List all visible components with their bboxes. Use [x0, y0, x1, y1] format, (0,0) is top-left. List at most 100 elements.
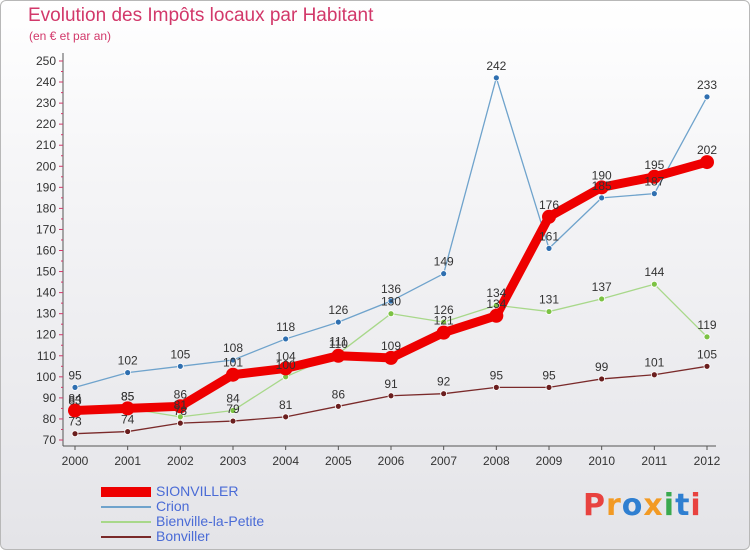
x-tick-label: 2000	[62, 454, 89, 468]
legend-swatch-bonviller	[101, 536, 151, 538]
data-label-crion: 149	[434, 255, 454, 269]
data-point-bonviller	[650, 371, 658, 379]
data-label-sionviller: 121	[434, 314, 454, 328]
y-tick-label: 200	[36, 159, 56, 173]
x-tick-label: 2012	[694, 454, 721, 468]
data-point-sionviller	[700, 155, 714, 170]
data-label-bonviller: 99	[595, 360, 609, 374]
data-label-bienville-la-petite: 111	[329, 335, 348, 349]
data-point-sionviller	[68, 403, 82, 418]
data-point-bonviller	[176, 419, 184, 427]
y-tick-label: 210	[36, 138, 56, 152]
data-label-bonviller: 74	[121, 413, 135, 427]
data-point-sionviller	[278, 361, 293, 376]
data-point-crion	[282, 335, 290, 343]
data-point-bienville-la-petite	[229, 407, 237, 414]
data-label-sionviller: 202	[697, 143, 717, 157]
data-label-sionviller: 86	[174, 387, 188, 401]
data-point-crion	[703, 93, 711, 101]
y-tick-label: 90	[43, 391, 57, 405]
data-point-bonviller	[387, 392, 395, 400]
legend-swatch-crion	[101, 506, 151, 508]
y-tick-label: 110	[37, 349, 56, 363]
logo-letter: P	[583, 488, 606, 523]
data-label-bonviller: 91	[384, 377, 398, 391]
y-tick-label: 190	[36, 180, 56, 194]
data-label-bienville-la-petite: 81	[174, 398, 188, 412]
data-label-sionviller: 134	[486, 297, 506, 311]
data-label-bienville-la-petite: 130	[381, 295, 401, 309]
y-tick-label: 140	[36, 286, 56, 300]
y-tick-label: 120	[36, 328, 56, 342]
legend-item-sionviller: SIONVILLER	[101, 483, 341, 499]
data-point-bienville-la-petite	[598, 295, 606, 303]
x-tick-label: 2008	[483, 454, 510, 468]
data-label-bienville-la-petite: 119	[697, 318, 716, 332]
data-label-bonviller: 86	[332, 387, 346, 401]
data-label-sionviller: 176	[539, 198, 559, 212]
x-tick-label: 2004	[272, 454, 299, 468]
data-label-crion: 108	[223, 341, 243, 355]
data-point-crion	[229, 356, 237, 364]
data-point-sionviller	[120, 401, 135, 416]
logo-letter: i	[663, 488, 676, 523]
chart-axes: 7080901001101201301401501601701801902002…	[36, 53, 721, 468]
y-tick-label: 180	[36, 201, 56, 215]
data-point-crion	[334, 318, 342, 326]
data-point-bienville-la-petite	[440, 318, 448, 326]
x-tick-label: 2001	[114, 454, 141, 468]
data-label-crion: 102	[118, 354, 138, 368]
data-label-crion: 118	[276, 320, 295, 334]
legend-item-bonviller: Bonviller	[101, 528, 341, 544]
y-tick-label: 100	[36, 370, 56, 384]
data-point-sionviller	[594, 180, 609, 195]
logo-letter: o	[621, 488, 644, 523]
data-label-crion: 136	[381, 282, 401, 296]
data-point-bonviller	[598, 375, 606, 383]
x-tick-label: 2006	[378, 454, 405, 468]
data-label-bonviller: 79	[226, 402, 240, 416]
data-label-crion: 187	[644, 175, 664, 189]
data-point-bonviller	[229, 417, 237, 425]
data-point-crion	[440, 270, 448, 278]
y-tick-label: 250	[36, 54, 56, 68]
data-point-sionviller	[384, 350, 398, 365]
series-markers	[68, 74, 714, 438]
chart-title: Evolution des Impôts locaux par Habitant	[28, 5, 374, 26]
data-point-crion	[650, 190, 658, 198]
data-label-bienville-la-petite: 126	[434, 303, 454, 317]
data-point-crion	[492, 74, 500, 82]
data-point-sionviller	[542, 209, 556, 224]
legend-item-crion: Crion	[101, 498, 341, 514]
data-point-bonviller	[703, 362, 711, 370]
data-label-sionviller: 190	[592, 168, 612, 182]
x-tick-label: 2009	[536, 454, 563, 468]
x-tick-label: 2002	[167, 454, 194, 468]
x-tick-label: 2010	[588, 454, 615, 468]
y-tick-label: 160	[36, 244, 56, 258]
data-point-bonviller	[124, 428, 132, 435]
data-point-bonviller	[492, 383, 500, 391]
y-tick-label: 150	[36, 265, 56, 279]
data-point-sionviller	[489, 308, 504, 323]
data-point-sionviller	[226, 367, 240, 382]
x-tick-label: 2003	[220, 454, 247, 468]
legend-label-bienville-la-petite: Bienville-la-Petite	[156, 513, 265, 529]
data-label-bienville-la-petite: 100	[276, 358, 296, 372]
data-label-sionviller: 109	[381, 339, 401, 353]
data-point-bonviller	[545, 383, 553, 391]
data-point-sionviller	[647, 169, 662, 184]
legend-item-bienville-la-petite: Bienville-la-Petite	[101, 513, 341, 529]
y-tick-label: 220	[36, 117, 56, 131]
data-label-crion: 161	[539, 229, 559, 243]
y-tick-label: 80	[43, 412, 57, 426]
data-point-sionviller	[173, 399, 188, 414]
data-label-sionviller: 104	[276, 349, 296, 363]
data-label-bienville-la-petite: 137	[592, 280, 612, 294]
data-point-bienville-la-petite	[703, 333, 711, 341]
data-label-bonviller: 92	[437, 375, 451, 389]
data-point-crion	[176, 362, 184, 370]
data-label-bonviller: 81	[279, 398, 293, 412]
